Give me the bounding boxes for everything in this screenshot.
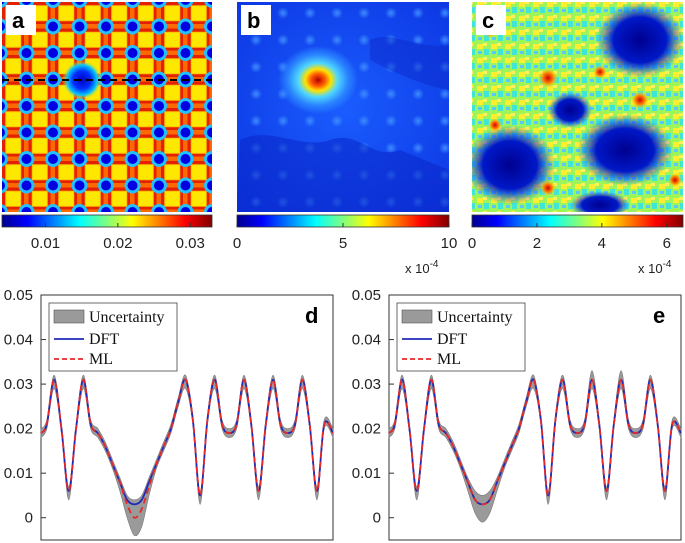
chart-d: 0 0.01 0.02 0.03 0.04 0.05 Uncertainty DFT ML d [4, 287, 334, 541]
colorbar-c-exponent: x 10-4 [638, 259, 672, 276]
chart-e-panel-label: e [653, 303, 665, 328]
chart-d-ytick: 0.03 [4, 376, 33, 393]
chart-e-legend-entry: Uncertainty [437, 309, 513, 326]
colorbar-b: 0 5 10 x 10-4 [233, 214, 458, 276]
chart-e-ytick: 0.01 [352, 465, 381, 482]
panel-c-label: c [482, 8, 494, 33]
colorbar-c: 0 2 4 6 x 10-4 [468, 214, 684, 276]
chart-e-ytick: 0.04 [352, 332, 381, 349]
chart-e: 0 0.01 0.02 0.03 0.04 0.05 Uncertainty DFT ML e [352, 287, 682, 541]
chart-e-ytick: 0.02 [352, 421, 381, 438]
colorbar-a-tick: 0.02 [103, 235, 132, 252]
chart-e-ytick: 0.05 [352, 287, 381, 304]
colorbar-c-tick: 6 [663, 235, 671, 252]
chart-d-legend: Uncertainty DFT ML [48, 302, 178, 372]
chart-e-legend: Uncertainty DFT ML [396, 302, 526, 372]
panel-a-label: a [12, 8, 25, 33]
chart-e-legend-entry: ML [437, 351, 461, 368]
chart-d-ytick: 0 [25, 510, 33, 527]
chart-d-ytick: 0.04 [4, 332, 33, 349]
chart-d-ml-line [40, 378, 334, 519]
chart-e-ml-line [388, 378, 682, 506]
panel-a-vacancy [53, 51, 111, 109]
colorbar-b-tick: 0 [233, 235, 241, 252]
chart-d-ytick: 0.05 [4, 287, 33, 304]
chart-d-legend-swatch-uncertainty [53, 309, 85, 324]
colorbar-a-tick: 0.01 [31, 235, 60, 252]
colorbar-c-tick: 0 [468, 235, 476, 252]
panel-c-heatmap: c [472, 2, 683, 212]
chart-e-legend-swatch-uncertainty [401, 309, 433, 324]
chart-e-ytick: 0 [373, 510, 381, 527]
panel-a-lattice [2, 2, 212, 212]
colorbar-a-tick: 0.03 [176, 235, 205, 252]
chart-d-ytick: 0.02 [4, 421, 33, 438]
panel-b-label: b [247, 8, 260, 33]
chart-e-legend-entry: DFT [437, 331, 467, 348]
chart-d-legend-entry: Uncertainty [89, 309, 165, 326]
colorbar-c-tick: 2 [533, 235, 541, 252]
panel-b-hotspot [278, 46, 358, 114]
colorbar-b-tick: 10 [441, 235, 458, 252]
colorbar-b-exponent: x 10-4 [405, 259, 439, 276]
chart-d-uncertainty-band [40, 374, 334, 537]
chart-d-panel-label: d [305, 303, 318, 328]
chart-d-ytick: 0.01 [4, 465, 33, 482]
panel-a-heatmap: a [2, 2, 212, 212]
chart-e-ytick: 0.03 [352, 376, 381, 393]
panel-b-heatmap: b [237, 2, 449, 212]
chart-d-legend-entry: DFT [89, 331, 119, 348]
colorbar-a: 0.01 0.02 0.03 [1, 214, 213, 252]
chart-d-legend-entry: ML [89, 351, 113, 368]
colorbar-c-tick: 4 [598, 235, 606, 252]
colorbar-b-tick: 5 [339, 235, 347, 252]
